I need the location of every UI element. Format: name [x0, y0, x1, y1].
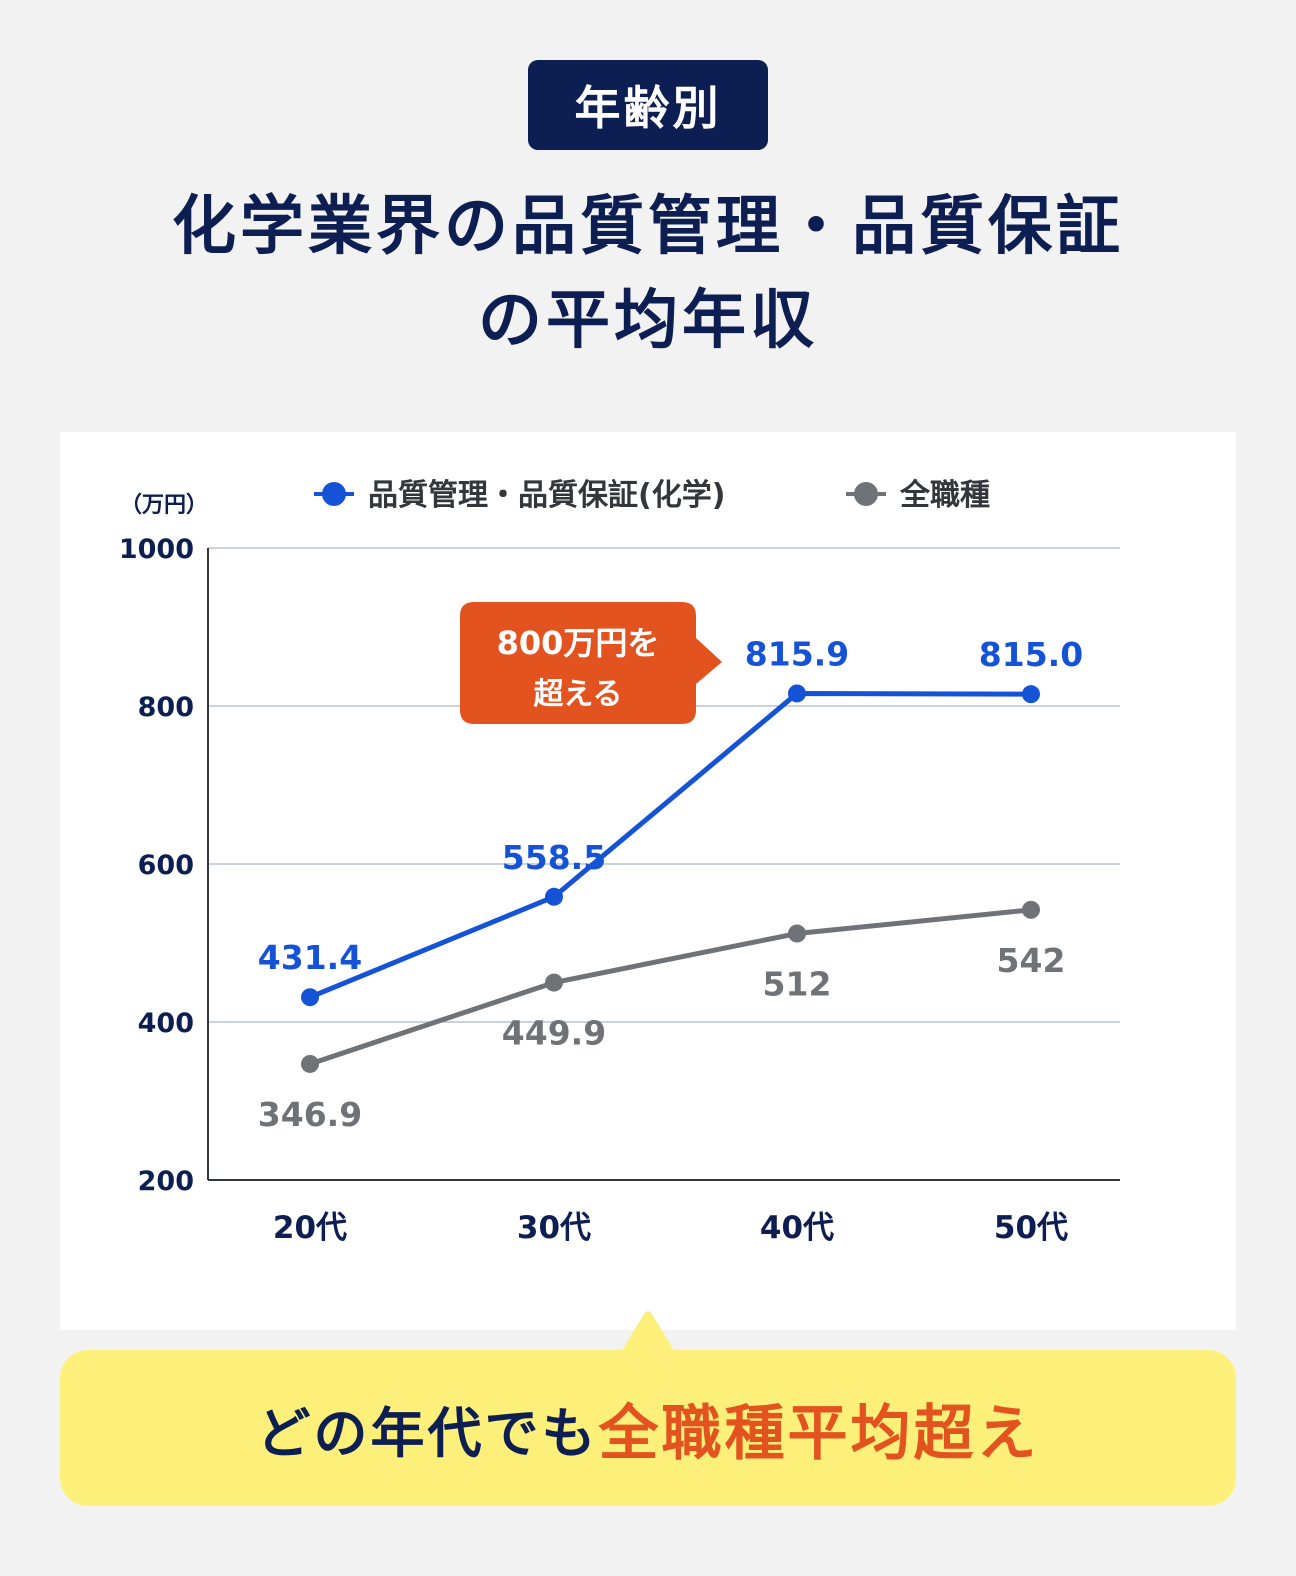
data-point: [1022, 685, 1040, 704]
x-tick-label: 50代: [994, 1210, 1068, 1246]
callout-line-2: 超える: [533, 677, 622, 712]
title-line-2: の平均年収: [478, 284, 818, 358]
data-label: 815.0: [979, 635, 1083, 674]
y-tick-label: 600: [138, 850, 194, 881]
series-line-qa: [309, 690, 1032, 1000]
data-label: 449.9: [502, 1014, 606, 1053]
y-tick-label: 1000: [119, 534, 194, 565]
x-tick-label: 40代: [760, 1210, 834, 1246]
data-point: [1022, 900, 1040, 919]
summary-text: どの年代でも: [256, 1401, 599, 1465]
callout-line-1: 800万円を: [497, 624, 660, 662]
data-label: 512: [763, 965, 832, 1004]
legend-marker: [322, 482, 346, 506]
data-label: 431.4: [258, 938, 362, 977]
y-tick-label: 800: [138, 692, 194, 723]
data-point: [788, 924, 806, 943]
data-point: [545, 973, 563, 992]
summary-banner: どの年代でも 全職種平均超え: [60, 1350, 1236, 1506]
legend-label: 品質管理・品質保証(化学): [368, 478, 725, 513]
section-tag: 年齢別: [528, 60, 768, 150]
y-unit-label: （万円）: [120, 493, 208, 518]
legend-label: 全職種: [899, 478, 990, 513]
data-point: [545, 887, 563, 906]
y-tick-label: 400: [138, 1008, 194, 1039]
callout-bubble: [460, 602, 722, 724]
y-tick-label: 200: [138, 1166, 194, 1197]
line-chart: （万円） 1000 800 600 400 200 20代 30代 40代 50代 品質管理・品質保…: [119, 478, 1120, 1246]
chart-card: （万円） 1000 800 600 400 200 20代 30代 40代 50代 品質管理・品質保…: [60, 432, 1236, 1330]
speech-pointer: [620, 1311, 676, 1354]
data-point: [301, 1054, 319, 1073]
title-line-1: 化学業界の品質管理・品質保証: [172, 190, 1124, 264]
data-point: [788, 684, 806, 703]
data-label: 558.5: [502, 838, 606, 877]
data-label: 346.9: [258, 1095, 362, 1134]
summary-highlight: 全職種平均超え: [598, 1398, 1040, 1469]
series-line-all: [309, 907, 1032, 1067]
x-tick-label: 30代: [517, 1210, 591, 1246]
legend-marker: [854, 482, 878, 506]
x-tick-label: 20代: [273, 1210, 347, 1246]
data-label: 542: [997, 941, 1066, 980]
page-title: 化学業界の品質管理・品質保証 の平均年収: [0, 180, 1296, 368]
data-point: [301, 988, 319, 1007]
data-label: 815.9: [745, 634, 849, 673]
